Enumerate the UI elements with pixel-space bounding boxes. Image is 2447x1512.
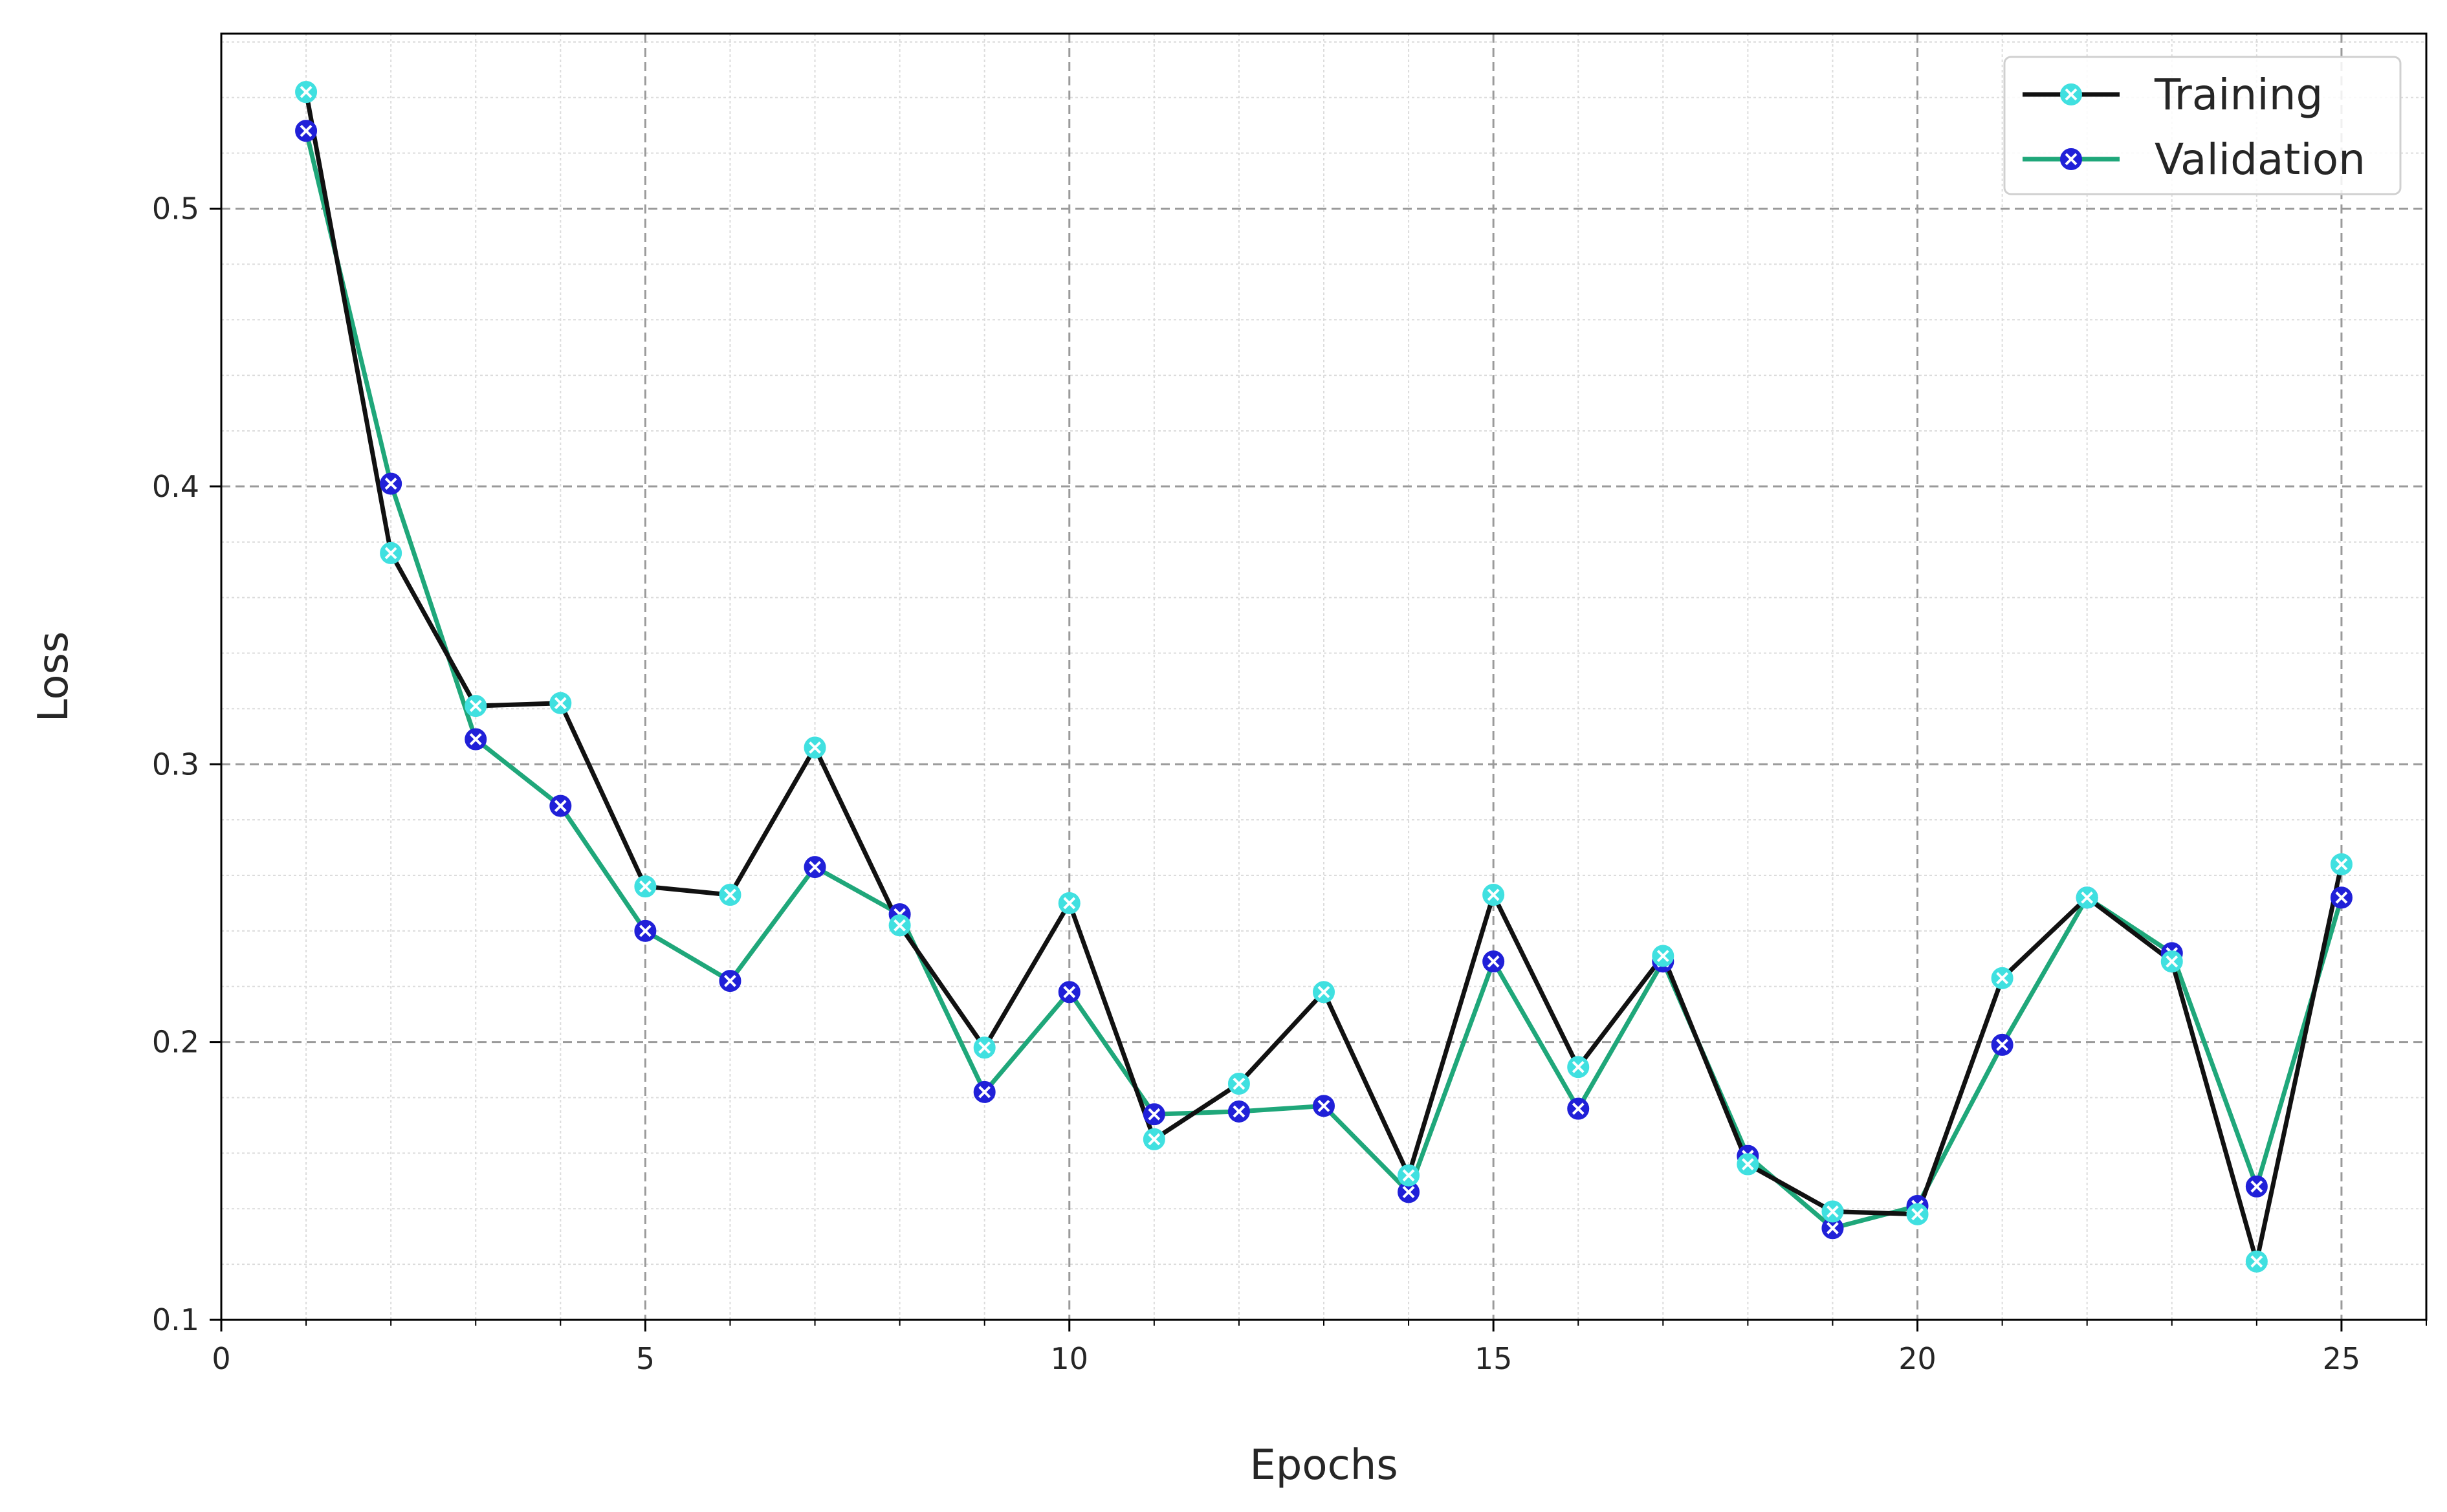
data-point-training	[719, 884, 741, 906]
data-point-validation	[1058, 981, 1081, 1003]
x-tick-label: 20	[1898, 1341, 1937, 1376]
x-tick-label: 15	[1475, 1341, 1513, 1376]
data-point-validation	[549, 794, 572, 817]
data-point-training	[295, 81, 318, 104]
data-point-validation	[2330, 886, 2353, 909]
data-point-training	[1143, 1128, 1165, 1150]
legend-marker-training	[2060, 83, 2082, 105]
legend-label-training: Training	[2154, 70, 2323, 120]
data-point-validation	[804, 856, 826, 879]
data-point-validation	[634, 919, 657, 942]
data-point-training	[2160, 950, 2183, 973]
data-point-training	[888, 914, 911, 937]
x-tick-label: 10	[1050, 1341, 1088, 1376]
data-point-training	[1398, 1164, 1420, 1187]
data-point-training	[380, 542, 402, 564]
data-point-training	[1227, 1073, 1250, 1095]
data-point-training	[1652, 945, 1674, 967]
data-point-validation	[1313, 1095, 1335, 1117]
y-tick-label: 0.4	[152, 469, 199, 504]
data-point-training	[549, 692, 572, 714]
y-axis-ticks: 0.1 0.2 0.3 0.4 0.5	[152, 192, 221, 1337]
data-point-validation	[1567, 1097, 1590, 1120]
x-axis-ticks: 0 5 10 15 20 25	[212, 1320, 2427, 1376]
data-point-validation	[465, 728, 487, 751]
data-point-validation	[1227, 1100, 1250, 1123]
y-axis-title: Loss	[30, 631, 78, 722]
y-tick-label: 0.2	[152, 1025, 199, 1060]
data-point-training	[1058, 892, 1081, 914]
data-point-validation	[973, 1080, 996, 1103]
legend-marker-validation	[2060, 148, 2082, 170]
legend-label-validation: Validation	[2155, 135, 2365, 184]
data-point-training	[465, 695, 487, 718]
minor-grid	[221, 34, 2427, 1320]
data-point-validation	[1482, 950, 1505, 973]
legend-entries: Training Validation	[2023, 70, 2365, 184]
legend: Training Validation	[2003, 56, 2402, 195]
data-point-training	[1482, 884, 1505, 906]
series-line-validation	[303, 130, 2344, 1231]
data-point-training	[2245, 1250, 2268, 1273]
x-tick-label: 0	[212, 1341, 230, 1376]
data-point-validation	[1143, 1103, 1165, 1126]
data-point-training	[1567, 1056, 1590, 1079]
y-tick-label: 0.5	[152, 192, 199, 226]
data-point-validation	[719, 970, 741, 992]
series-layer	[295, 81, 2353, 1273]
data-point-validation	[295, 120, 318, 142]
x-axis-title: Epochs	[1249, 1441, 1398, 1489]
data-point-validation	[1991, 1033, 2014, 1056]
x-tick-label: 5	[636, 1341, 655, 1376]
data-point-validation	[2245, 1175, 2268, 1198]
data-point-training	[973, 1036, 996, 1059]
data-point-training	[2330, 853, 2353, 875]
y-tick-label: 0.3	[152, 747, 199, 782]
data-point-training	[1737, 1153, 1759, 1176]
data-point-training	[804, 736, 826, 759]
data-point-training	[634, 875, 657, 898]
data-point-training	[1821, 1200, 1844, 1223]
data-point-training	[1991, 967, 2014, 989]
y-tick-label: 0.1	[152, 1302, 199, 1337]
x-tick-label: 25	[2323, 1341, 2361, 1376]
data-point-training	[2076, 886, 2098, 909]
data-point-validation	[380, 472, 402, 495]
data-point-training	[1313, 981, 1335, 1003]
data-point-validation	[1398, 1181, 1420, 1203]
data-point-training	[1906, 1203, 1929, 1225]
